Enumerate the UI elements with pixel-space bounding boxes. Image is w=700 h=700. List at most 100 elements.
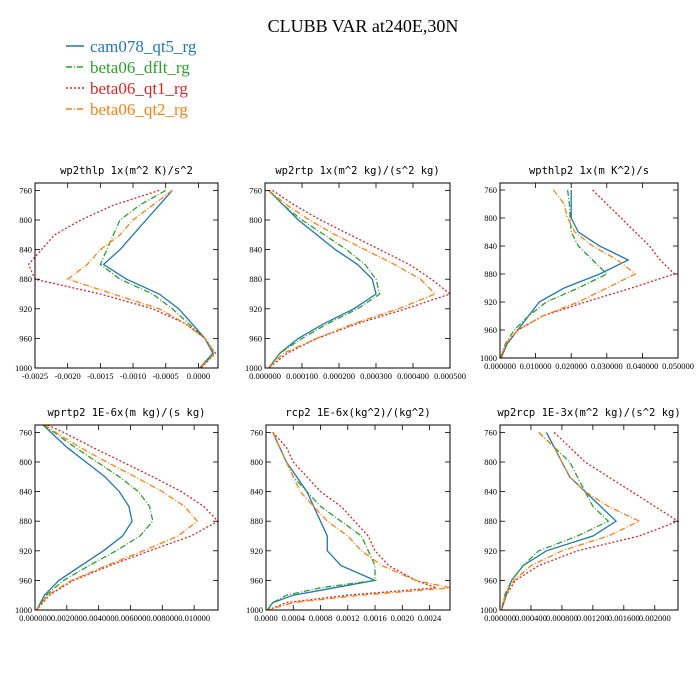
x-tick-label: 0.000300	[360, 371, 392, 381]
series-line	[268, 189, 381, 369]
y-tick-label: 920	[250, 546, 263, 556]
y-tick-label: 920	[484, 297, 497, 307]
x-tick-label: 0.004000	[83, 613, 115, 623]
y-tick-label: 1000	[480, 353, 497, 363]
x-tick-label: 0.0016	[363, 613, 386, 623]
series-line	[266, 432, 378, 611]
x-tick-label: 0.000000	[249, 371, 281, 381]
y-tick-label: 920	[484, 546, 497, 556]
panel-title: wprtp2 1E-6x(m kg)/(s kg)	[47, 407, 205, 419]
x-tick-label: 0.0000	[187, 371, 210, 381]
series-line	[500, 189, 637, 359]
x-tick-label: 0.000000	[484, 361, 516, 371]
legend-entry: beta06_dflt_rg	[66, 58, 190, 77]
y-tick-label: 760	[249, 185, 262, 195]
legend-entry: beta06_qt2_rg	[66, 100, 188, 119]
x-tick-label: 0.0020	[391, 613, 414, 623]
y-tick-label: 920	[19, 304, 32, 314]
y-tick-label: 760	[484, 185, 497, 195]
legend-entry: beta06_qt1_rg	[66, 79, 188, 98]
panel-title: rcp2 1E-6x(kg^2)/(kg^2)	[285, 407, 430, 419]
y-tick-label: 840	[250, 487, 263, 497]
x-tick-label: 0.050000	[662, 361, 694, 371]
x-tick-label: 0.001200	[577, 613, 609, 623]
panel-title: wpthlp2 1x(m K^2)/s	[529, 165, 649, 177]
series-line	[268, 189, 437, 369]
y-tick-label: 880	[19, 274, 32, 284]
series-line	[268, 189, 377, 369]
series-line	[500, 431, 610, 611]
x-tick-label: 0.000000	[484, 613, 516, 623]
x-tick-label: 0.020000	[555, 361, 587, 371]
y-tick-label: 800	[249, 215, 262, 225]
y-tick-label: 1000	[245, 363, 262, 373]
x-tick-label: 0.002000	[639, 613, 671, 623]
x-tick-label: 0.030000	[591, 361, 623, 371]
y-tick-label: 960	[484, 575, 497, 585]
y-tick-label: 920	[19, 546, 32, 556]
x-tick-label: 0.0024	[418, 613, 442, 623]
x-tick-label: 0.000500	[434, 371, 466, 381]
y-tick-label: 800	[484, 213, 497, 223]
y-tick-label: 880	[250, 516, 263, 526]
series-line	[99, 189, 215, 369]
x-tick-label: 0.001600	[608, 613, 640, 623]
legend-label: beta06_qt1_rg	[90, 79, 188, 98]
x-tick-label: -0.0005	[153, 371, 179, 381]
y-tick-label: 1000	[15, 605, 32, 615]
figure-title: CLUBB VAR at240E,30N	[268, 16, 459, 36]
x-tick-label: 0.0004	[282, 613, 306, 623]
x-tick-label: 0.002000	[51, 613, 83, 623]
y-tick-label: 760	[19, 427, 32, 437]
series-line	[36, 424, 220, 611]
chart-panel: wpthlp2 1x(m K^2)/s 760 800 840 880 920 960 100…	[480, 165, 694, 371]
y-tick-label: 880	[484, 269, 497, 279]
y-tick-label: 760	[19, 185, 32, 195]
x-tick-label: 0.000000	[19, 613, 51, 623]
y-tick-label: 1000	[246, 605, 263, 615]
y-tick-label: 800	[19, 457, 32, 467]
y-tick-label: 960	[19, 575, 32, 585]
x-tick-label: 0.0012	[336, 613, 359, 623]
x-tick-label: 0.008000	[146, 613, 178, 623]
chart-panel: wp2thlp 1x(m^2 K)/s^2 760 800 840 880 920 960 1…	[15, 165, 219, 381]
y-tick-label: 880	[484, 516, 497, 526]
x-tick-label: 0.0008	[309, 613, 332, 623]
x-tick-label: -0.0010	[120, 371, 146, 381]
y-tick-label: 960	[250, 575, 263, 585]
y-tick-label: 920	[249, 304, 262, 314]
legend-label: cam078_qt5_rg	[90, 37, 197, 56]
x-tick-label: 0.0000	[254, 613, 277, 623]
y-tick-label: 840	[249, 245, 262, 255]
x-tick-label: 0.000400	[397, 371, 429, 381]
series-line	[36, 424, 199, 611]
series-line	[500, 431, 680, 611]
x-tick-label: 0.000200	[323, 371, 355, 381]
legend-entry: cam078_qt5_rg	[66, 37, 197, 56]
y-tick-label: 760	[250, 427, 263, 437]
x-tick-label: 0.010000	[178, 613, 210, 623]
panels: wp2thlp 1x(m^2 K)/s^2 760 800 840 880 920 960 1…	[15, 165, 694, 623]
plot-frame	[499, 182, 679, 359]
y-tick-label: 800	[250, 457, 263, 467]
x-tick-label: -0.0020	[55, 371, 81, 381]
plot-frame	[499, 424, 679, 611]
x-tick-label: 0.000400	[515, 613, 547, 623]
series-line	[36, 424, 133, 611]
x-tick-label: -0.0015	[87, 371, 113, 381]
series-line	[500, 432, 618, 611]
series-line	[267, 432, 451, 611]
legend-label: beta06_dflt_rg	[90, 58, 190, 77]
y-tick-label: 960	[19, 333, 32, 343]
y-tick-label: 880	[19, 516, 32, 526]
y-tick-label: 960	[249, 333, 262, 343]
series-line	[268, 189, 452, 369]
x-tick-label: 0.040000	[626, 361, 658, 371]
x-tick-label: 0.010000	[520, 361, 552, 371]
chart-panel: wprtp2 1E-6x(m kg)/(s kg) 760 800 840 880 920…	[15, 407, 220, 623]
series-line	[27, 189, 217, 369]
y-tick-label: 840	[19, 487, 32, 497]
x-tick-label: 0.000800	[546, 613, 578, 623]
plot-frame	[34, 182, 219, 369]
